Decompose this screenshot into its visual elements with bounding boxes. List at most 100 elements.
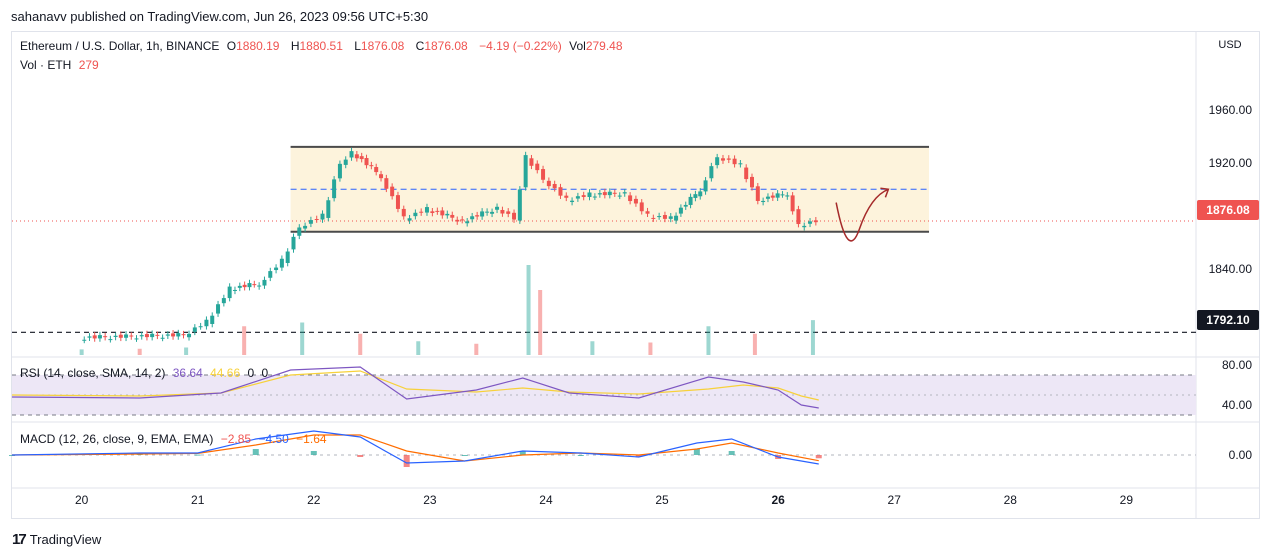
- candle-body: [291, 236, 296, 250]
- candle-body: [192, 327, 197, 332]
- macd-histogram-bar: [357, 455, 364, 457]
- time-tick-label: 25: [655, 493, 669, 507]
- candle-body: [523, 155, 528, 188]
- macd-histogram-bar: [403, 455, 410, 467]
- macd-line: [11, 430, 819, 465]
- macd-histogram-bar: [635, 455, 642, 457]
- candle-body: [257, 285, 262, 287]
- candle-body: [693, 194, 698, 198]
- volume-bar: [137, 348, 142, 355]
- candle-body: [118, 334, 123, 338]
- candle-body: [430, 211, 435, 214]
- candle-body: [176, 333, 181, 337]
- candle-body: [144, 334, 149, 338]
- candle-body: [237, 285, 242, 288]
- volume-bar: [590, 341, 595, 355]
- candle-body: [354, 154, 359, 159]
- candle-body: [546, 180, 551, 187]
- close-label: C: [415, 39, 425, 53]
- candle-body: [242, 284, 247, 288]
- candle-body: [435, 210, 440, 212]
- candle-body: [395, 195, 400, 209]
- volume-bar: [79, 349, 84, 355]
- candle-body: [198, 326, 203, 328]
- candle-body: [390, 186, 395, 197]
- candle-body: [750, 176, 754, 188]
- candle-body: [285, 251, 290, 264]
- rsi-value: 36.64: [172, 366, 203, 380]
- candle-body: [709, 166, 714, 179]
- candle-body: [529, 158, 534, 166]
- candle-body: [657, 216, 662, 218]
- candle-body: [160, 337, 165, 339]
- low-value: 1876.08: [360, 39, 405, 53]
- candle-body: [720, 158, 725, 161]
- volume-series-label: Vol · ETH: [20, 58, 72, 72]
- candle-body: [268, 271, 273, 278]
- candle-body: [485, 211, 490, 213]
- candle-body: [581, 195, 586, 197]
- candle-body: [785, 195, 790, 197]
- candle-body: [495, 206, 500, 210]
- candle-body: [639, 202, 644, 212]
- rsi-tick-label: 80.00: [1222, 358, 1252, 372]
- candle-body: [506, 211, 511, 214]
- publisher-caption: sahanavv published on TradingView.com, J…: [11, 9, 429, 24]
- candle-body: [755, 186, 760, 201]
- candle-body: [401, 208, 406, 217]
- time-tick-label: 26: [771, 493, 785, 507]
- volume-bar: [648, 342, 653, 355]
- volume-bar: [358, 333, 363, 355]
- candle-body: [171, 333, 176, 337]
- candle-body: [445, 213, 450, 216]
- candle-body: [407, 218, 412, 221]
- candle-body: [607, 191, 612, 196]
- rsi-extra-2: 0: [261, 366, 269, 380]
- macd-tick-label: 0.00: [1229, 448, 1253, 462]
- time-tick-label: 20: [75, 493, 89, 507]
- last-price-tag: 1876.08: [1197, 200, 1259, 220]
- candle-body: [314, 218, 319, 220]
- candle-body: [297, 227, 302, 236]
- candle-body: [570, 200, 575, 203]
- macd-histogram-bar: [194, 454, 201, 456]
- macd-hist-value: −2.85: [220, 432, 252, 446]
- candle-body: [564, 195, 569, 198]
- candle-body: [187, 333, 192, 338]
- time-tick-label: 22: [307, 493, 321, 507]
- rsi-sma-value: 44.66: [210, 366, 241, 380]
- macd-histogram-bar: [310, 451, 317, 455]
- symbol-label: Ethereum / U.S. Dollar, 1h, BINANCE: [20, 39, 220, 53]
- candle-body: [92, 335, 97, 339]
- tradingview-brand[interactable]: 17 TradingView: [12, 531, 101, 548]
- candle-body: [262, 279, 267, 286]
- candle-body: [775, 193, 780, 198]
- candle-body: [480, 211, 485, 217]
- candle-body: [813, 220, 818, 223]
- candle-body: [674, 215, 679, 221]
- candle-body: [349, 151, 354, 158]
- candle-body: [113, 335, 118, 337]
- candle-body: [108, 339, 113, 341]
- candle-body: [455, 219, 460, 222]
- candle-body: [490, 211, 495, 214]
- candle-body: [103, 336, 108, 338]
- macd-line-value: −4.50: [258, 432, 289, 446]
- candle-body: [470, 216, 475, 220]
- candle-body: [512, 212, 517, 220]
- macd-histogram-bar: [519, 451, 526, 455]
- volume-series-value: 279: [78, 58, 99, 72]
- candle-body: [500, 209, 505, 214]
- candle-body: [802, 225, 807, 228]
- candle-body: [744, 167, 749, 180]
- candle-body: [465, 221, 470, 224]
- candle-body: [359, 156, 364, 160]
- volume-bar: [538, 290, 543, 355]
- vol-value: 279.48: [585, 39, 623, 53]
- time-tick-label: 23: [423, 493, 437, 507]
- candle-body: [384, 178, 389, 189]
- rsi-tick-label: 40.00: [1222, 398, 1252, 412]
- candle-body: [374, 167, 379, 173]
- candle-body: [450, 214, 455, 218]
